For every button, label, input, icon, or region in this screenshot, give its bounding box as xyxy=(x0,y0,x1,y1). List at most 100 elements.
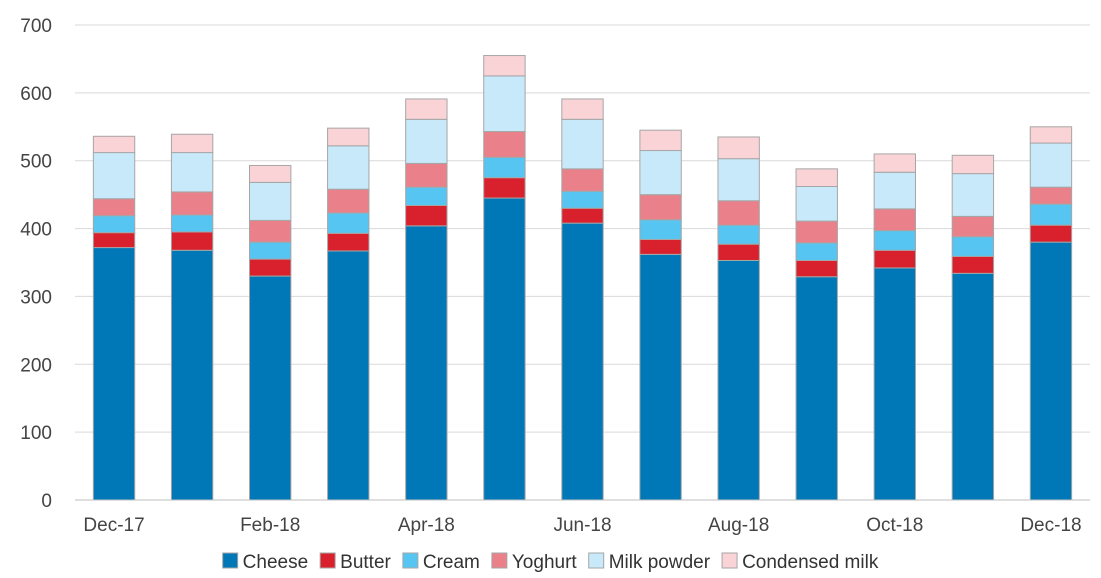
bar-segment-cheese xyxy=(951,272,995,501)
bar-segment-cheese xyxy=(561,222,604,501)
bar-segment-cream xyxy=(639,219,682,240)
bar-segment-yoghurt xyxy=(92,198,136,217)
bar-stacks xyxy=(92,55,1073,501)
bar-segment-cheese xyxy=(92,247,136,501)
y-tick-label: 400 xyxy=(20,220,52,241)
bar-segment-condensed-milk xyxy=(92,135,136,154)
bar-segment-milk-powder xyxy=(170,152,214,193)
bar-segment-yoghurt xyxy=(639,194,682,221)
bar-segment-cheese xyxy=(170,249,214,501)
legend-label: Milk powder xyxy=(609,552,711,573)
x-tick-labels: Dec-17 Feb-18 Apr-18 Jun-18 Aug-18 Oct-18 Dec-… xyxy=(83,515,1081,536)
y-tick-label: 300 xyxy=(20,287,52,308)
bar-stack-Dec-17 xyxy=(92,135,136,501)
bar-segment-milk-powder xyxy=(405,118,448,164)
bar-segment-condensed-milk xyxy=(327,127,370,147)
legend: Cheese Butter Cream Yoghurt Milk powder Conde… xyxy=(222,552,879,573)
bar-segment-milk-powder xyxy=(639,150,682,196)
bar-segment-cream xyxy=(483,156,526,179)
bar-stack-Mar-18 xyxy=(327,127,370,501)
y-tick-label: 200 xyxy=(20,355,52,376)
bar-segment-yoghurt xyxy=(249,219,292,243)
x-tick-label: Apr-18 xyxy=(398,515,455,536)
x-tick-label: Aug-18 xyxy=(708,515,769,536)
bar-segment-yoghurt xyxy=(483,131,526,158)
bar-segment-cheese xyxy=(873,267,916,501)
legend-label: Cheese xyxy=(243,552,308,573)
legend-label: Yoghurt xyxy=(512,552,578,573)
bar-segment-condensed-milk xyxy=(405,98,448,120)
bar-segment-cream xyxy=(405,186,448,206)
bar-segment-cream xyxy=(873,230,916,251)
y-tick-label: 600 xyxy=(20,84,52,105)
bar-segment-cream xyxy=(92,215,136,234)
bar-segment-cream xyxy=(795,242,838,261)
bar-segment-cream xyxy=(951,236,995,257)
bar-segment-butter xyxy=(795,259,838,278)
bar-segment-cream xyxy=(249,241,292,260)
legend-label: Condensed milk xyxy=(742,552,879,573)
bar-stack-Oct-18 xyxy=(873,153,916,501)
bar-segment-cheese xyxy=(1029,241,1073,501)
bar-segment-cream xyxy=(170,214,214,233)
bar-segment-cheese xyxy=(795,276,838,501)
bar-stack-Sep-18 xyxy=(795,168,838,501)
legend-swatch-milk-powder xyxy=(588,552,605,569)
bar-segment-yoghurt xyxy=(561,168,604,192)
bar-segment-condensed-milk xyxy=(717,136,760,160)
bar-segment-butter xyxy=(327,232,370,252)
bar-segment-cream xyxy=(1029,203,1073,226)
bar-segment-condensed-milk xyxy=(1029,126,1073,144)
bar-segment-yoghurt xyxy=(170,191,214,216)
bar-segment-yoghurt xyxy=(717,200,760,226)
bar-segment-yoghurt xyxy=(951,215,995,238)
legend-label: Butter xyxy=(340,552,391,573)
bar-segment-cheese xyxy=(483,197,526,501)
x-tick-label: Oct-18 xyxy=(866,515,923,536)
bar-segment-cream xyxy=(717,224,760,245)
bar-segment-milk-powder xyxy=(795,186,838,222)
legend-swatch-yoghurt xyxy=(491,552,508,569)
bar-segment-butter xyxy=(951,255,995,274)
bar-segment-yoghurt xyxy=(405,162,448,188)
x-tick-label: Jun-18 xyxy=(553,515,611,536)
legend-swatch-cheese xyxy=(222,552,239,569)
bar-segment-butter xyxy=(249,258,292,277)
bar-segment-cream xyxy=(561,190,604,209)
bar-segment-condensed-milk xyxy=(561,98,604,120)
y-tick-labels: 0 100 200 300 400 500 600 700 xyxy=(20,16,52,512)
bar-segment-cheese xyxy=(639,253,682,501)
y-tick-label: 0 xyxy=(41,491,52,512)
bar-segment-butter xyxy=(170,231,214,251)
bar-segment-butter xyxy=(561,207,604,224)
x-tick-label: Dec-17 xyxy=(83,515,144,536)
bar-segment-condensed-milk xyxy=(951,154,995,175)
y-tick-label: 500 xyxy=(20,152,52,173)
bar-segment-butter xyxy=(639,238,682,255)
bar-segment-butter xyxy=(1029,224,1073,243)
bar-segment-yoghurt xyxy=(873,208,916,232)
bar-segment-condensed-milk xyxy=(483,55,526,77)
bar-segment-butter xyxy=(405,205,448,227)
bar-segment-yoghurt xyxy=(1029,186,1073,205)
bar-segment-cream xyxy=(327,212,370,234)
bar-segment-condensed-milk xyxy=(249,164,292,183)
bar-segment-butter xyxy=(717,243,760,261)
bar-segment-cheese xyxy=(249,275,292,501)
bar-segment-cheese xyxy=(717,259,760,501)
x-tick-label: Feb-18 xyxy=(240,515,300,536)
legend-label: Cream xyxy=(423,552,480,573)
bar-stack-Nov-18 xyxy=(951,154,995,501)
legend-swatch-butter xyxy=(319,552,336,569)
bar-segment-milk-powder xyxy=(327,145,370,190)
bar-segment-condensed-milk xyxy=(795,168,838,187)
legend-swatch-condensed-milk xyxy=(721,552,738,569)
bar-segment-yoghurt xyxy=(795,220,838,244)
bar-stack-Apr-18 xyxy=(405,98,448,501)
bar-segment-cheese xyxy=(405,225,448,501)
bar-stack-Dec-18 xyxy=(1029,126,1073,501)
bar-segment-yoghurt xyxy=(327,188,370,214)
bar-stack-Jan-18 xyxy=(170,133,214,501)
bar-stack-Feb-18 xyxy=(249,164,292,501)
bar-segment-milk-powder xyxy=(873,171,916,210)
